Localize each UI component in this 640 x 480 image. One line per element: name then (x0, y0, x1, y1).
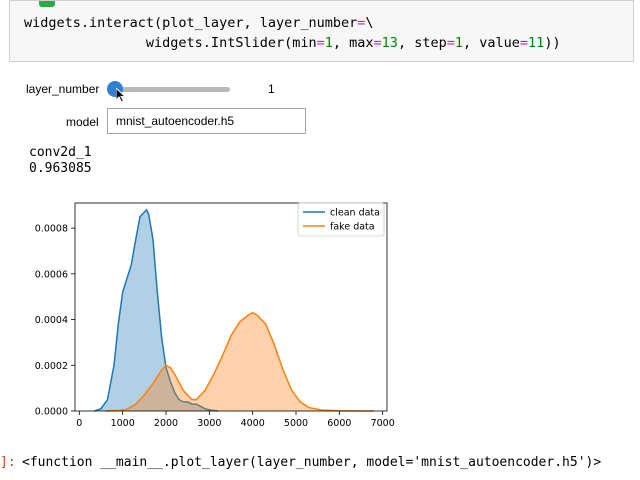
y-tick-label: 0.0002 (35, 361, 68, 372)
slider-value: 1 (268, 82, 275, 96)
x-tick-label: 7000 (371, 418, 395, 429)
layer-number-slider-track[interactable] (114, 87, 230, 92)
x-tick-label: 6000 (327, 418, 351, 429)
series-area-1 (105, 312, 375, 411)
x-tick-label: 0 (76, 418, 82, 429)
series-area-0 (94, 209, 218, 411)
y-tick-label: 0.0008 (35, 224, 68, 235)
cell-run-indicator (39, 1, 55, 7)
model-input[interactable] (107, 108, 306, 134)
plot-frame (74, 202, 388, 412)
x-tick-label: 1000 (111, 418, 135, 429)
mouse-cursor-icon (116, 88, 127, 103)
output-score: 0.963085 (29, 161, 92, 176)
series-line-0 (94, 208, 219, 412)
y-tick-label: 0.0004 (35, 315, 68, 326)
slider-label: layer_number (26, 82, 100, 96)
series-line-1 (105, 311, 374, 412)
output-function-repr: <function __main__.plot_layer(layer_numb… (22, 455, 602, 470)
y-tick-label: 0.0000 (35, 407, 68, 418)
density-chart: 0 1000 2000 3000 4000 5000 6000 7000 0.0000 0.000… (35, 202, 395, 429)
output-layer-name: conv2d_1 (29, 145, 92, 160)
code-line-2: widgets.IntSlider(min=1, max=13, step=1,… (24, 35, 561, 51)
x-tick-label: 4000 (241, 418, 265, 429)
output-prompt: ]: (0, 455, 16, 470)
legend-label-1: fake data (330, 222, 375, 233)
x-tick-label: 2000 (154, 418, 178, 429)
model-label: model (66, 115, 99, 129)
code-cell[interactable]: widgets.interact(plot_layer, layer_numbe… (9, 0, 634, 62)
y-tick-label: 0.0006 (35, 269, 68, 280)
x-tick-label: 3000 (197, 418, 221, 429)
code-line-1: widgets.interact(plot_layer, layer_numbe… (24, 15, 374, 31)
x-tick-label: 5000 (284, 418, 308, 429)
legend-label-0: clean data (330, 208, 380, 219)
